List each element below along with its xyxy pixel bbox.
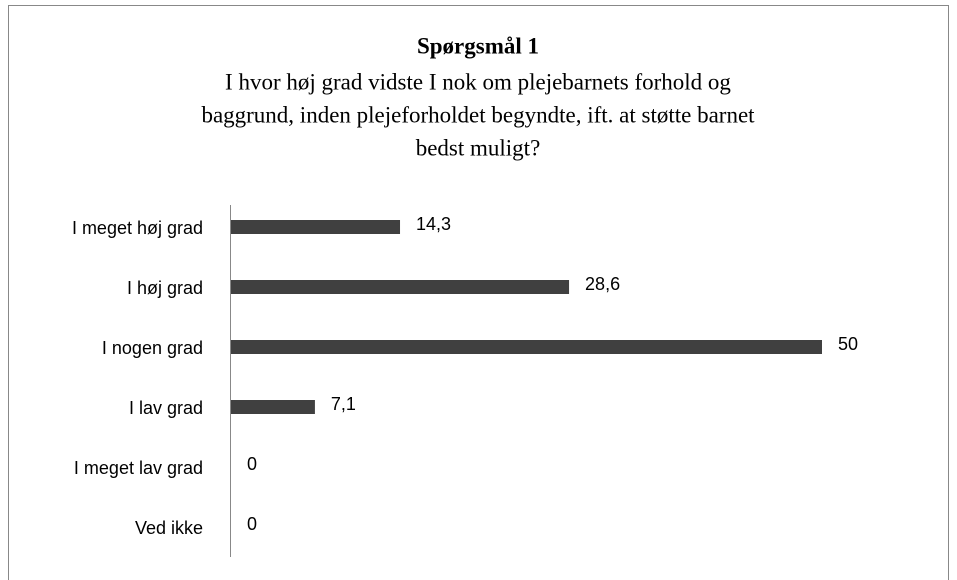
data-label: 28,6 xyxy=(585,274,620,294)
bar xyxy=(231,280,570,294)
y-tick-label: I meget høj grad xyxy=(72,218,203,238)
chart-subtitle: baggrund, inden plejeforholdet begyndte,… xyxy=(201,102,755,127)
bar xyxy=(231,400,315,414)
y-tick-label: I meget lav grad xyxy=(74,458,203,478)
chart-title: Spørgsmål 1 xyxy=(417,33,539,58)
chart-subtitle: I hvor høj grad vidste I nok om plejebar… xyxy=(225,69,731,94)
y-tick-label: I høj grad xyxy=(127,278,203,298)
data-label: 0 xyxy=(247,454,257,474)
data-label: 50 xyxy=(838,334,858,354)
chart-subtitle: bedst muligt? xyxy=(416,135,541,160)
bar xyxy=(231,340,822,354)
data-label: 14,3 xyxy=(416,214,451,234)
data-label: 7,1 xyxy=(331,394,356,414)
data-label: 0 xyxy=(247,514,257,534)
y-tick-label: Ved ikke xyxy=(135,518,203,538)
y-tick-label: I lav grad xyxy=(129,398,203,418)
bar xyxy=(231,220,401,234)
y-tick-label: I nogen grad xyxy=(102,338,203,358)
